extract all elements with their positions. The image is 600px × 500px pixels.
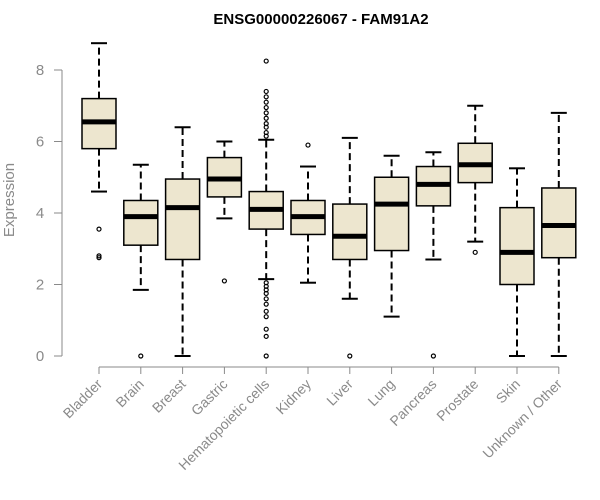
x-tick-label: Skin bbox=[493, 376, 524, 407]
box-iqr bbox=[123, 199, 159, 246]
box-iqr bbox=[541, 187, 577, 259]
x-tick-label: Breast bbox=[149, 376, 189, 416]
box-group bbox=[373, 154, 410, 318]
outlier-point bbox=[263, 115, 269, 121]
y-axis: 0 2 4 6 8 bbox=[36, 62, 63, 365]
x-tick-label: Liver bbox=[323, 376, 356, 409]
box-group bbox=[415, 151, 452, 359]
box-group bbox=[332, 136, 368, 359]
outlier-point bbox=[263, 124, 269, 130]
box-group bbox=[206, 140, 243, 284]
chart-title: ENSG00000226067 - FAM91A2 bbox=[213, 11, 428, 28]
outlier-point bbox=[263, 94, 269, 100]
y-tick-label: 4 bbox=[36, 205, 44, 222]
box-group bbox=[499, 167, 535, 357]
outlier-point bbox=[263, 333, 269, 339]
x-tick-label: Prostate bbox=[433, 376, 481, 424]
y-tick-label: 6 bbox=[36, 134, 44, 151]
outlier-point bbox=[430, 353, 436, 359]
y-tick-label: 2 bbox=[36, 277, 44, 294]
box-group bbox=[541, 111, 577, 357]
outlier-point bbox=[263, 88, 269, 95]
outlier-point bbox=[96, 226, 102, 232]
box-group bbox=[164, 126, 201, 357]
outlier-point bbox=[263, 296, 269, 302]
y-tick-label: 0 bbox=[36, 348, 44, 365]
y-axis-label: Expression bbox=[1, 163, 18, 237]
outlier-point bbox=[263, 58, 269, 64]
box-iqr bbox=[373, 176, 410, 252]
x-tick-label: Lung bbox=[364, 376, 397, 409]
outlier-point bbox=[138, 353, 144, 359]
x-tick-label: Unknown / Other bbox=[479, 376, 565, 462]
outlier-point bbox=[263, 353, 269, 359]
outlier-point bbox=[263, 301, 269, 307]
outlier-point bbox=[305, 142, 311, 148]
box-series bbox=[81, 42, 577, 359]
outlier-point bbox=[221, 278, 227, 284]
box-group bbox=[457, 104, 493, 255]
x-tick-label: Kidney bbox=[273, 376, 315, 418]
outlier-point bbox=[96, 253, 102, 259]
outlier-point bbox=[263, 290, 269, 297]
box-iqr bbox=[332, 203, 368, 261]
x-tick-label: Bladder bbox=[60, 376, 106, 422]
outlier-point bbox=[263, 308, 269, 314]
outlier-point bbox=[263, 104, 269, 111]
box-group bbox=[81, 42, 117, 261]
box-group bbox=[123, 163, 159, 359]
box-iqr bbox=[499, 206, 535, 286]
outlier-point bbox=[263, 326, 269, 332]
outlier-point bbox=[263, 110, 269, 116]
box-iqr bbox=[164, 178, 201, 261]
outlier-point bbox=[263, 314, 269, 320]
outlier-point bbox=[472, 249, 478, 255]
outlier-point bbox=[263, 133, 269, 139]
box-group bbox=[248, 58, 284, 359]
x-tick-label: Brain bbox=[112, 376, 146, 410]
outlier-point bbox=[263, 99, 269, 105]
outlier-point bbox=[347, 353, 353, 359]
y-tick-label: 8 bbox=[36, 62, 44, 79]
box-group bbox=[290, 142, 326, 284]
outlier-point bbox=[96, 255, 102, 261]
